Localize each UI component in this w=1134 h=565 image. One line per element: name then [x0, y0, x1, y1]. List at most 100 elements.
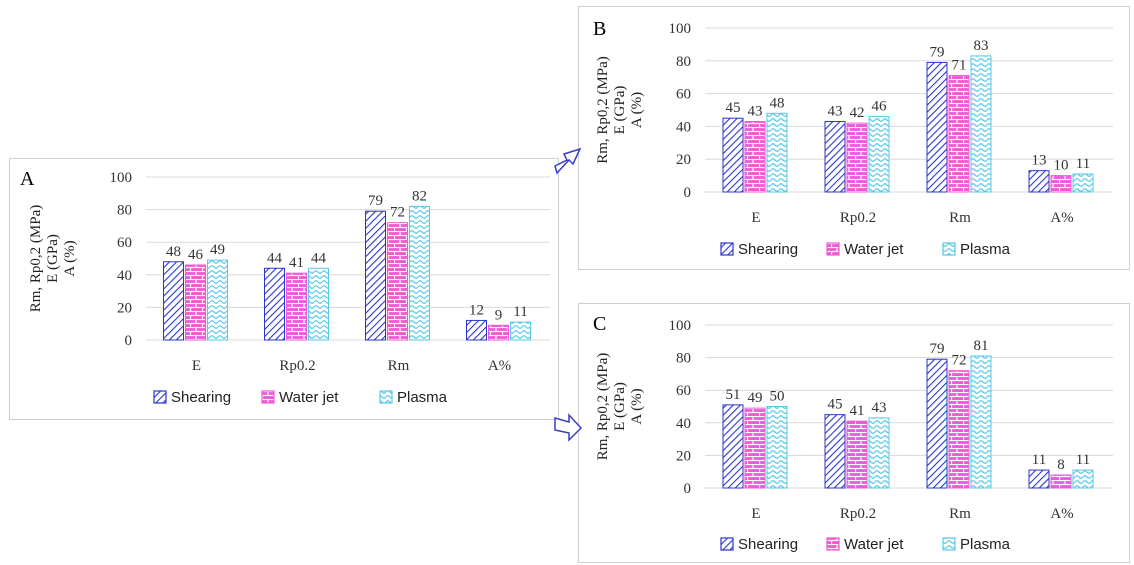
y-axis-label: E (GPa) [612, 86, 628, 135]
bar-water-jet [744, 407, 766, 489]
data-label: 46 [188, 247, 204, 263]
bar-shearing [365, 210, 386, 341]
y-axis-label: Rm, Rp0,2 (MPa) [595, 56, 611, 164]
category-label: E [192, 358, 201, 374]
y-tick-label: 80 [676, 351, 691, 367]
data-label: 45 [828, 397, 843, 413]
bar-shearing [722, 117, 744, 193]
data-label: 41 [289, 255, 304, 271]
bar-plasma [868, 116, 890, 193]
y-tick-label: 100 [669, 21, 692, 37]
bar-water-jet [387, 222, 408, 341]
data-label: 50 [770, 389, 785, 405]
category-label: A% [1050, 506, 1073, 522]
y-tick-label: 100 [669, 318, 692, 334]
bar-water-jet [846, 420, 868, 489]
legend-swatch-shearing [720, 242, 734, 256]
legend-swatch-water-jet [826, 242, 840, 256]
bar-shearing [466, 319, 487, 341]
category-label: Rp0.2 [279, 358, 315, 374]
bar-shearing [824, 414, 846, 489]
data-label: 49 [748, 390, 763, 406]
chart-panel-c: C 0 20 40 60 80 100 Rm, Rp0,2 (MPa) E (GPa) A (%)… [578, 303, 1130, 563]
data-label: 11 [1076, 156, 1090, 172]
bar-shearing [926, 61, 948, 193]
y-tick-label: 0 [684, 481, 692, 497]
panel-label: B [593, 18, 606, 40]
data-label: 83 [974, 38, 989, 54]
data-label: 9 [495, 307, 503, 323]
bar-shearing [264, 267, 285, 341]
bar-plasma [409, 205, 430, 341]
y-tick-label: 0 [684, 185, 692, 201]
data-label: 72 [390, 205, 405, 221]
data-label: 48 [166, 244, 181, 260]
data-label: 11 [1076, 452, 1090, 468]
y-axis-label: A (%) [629, 388, 645, 424]
bar-shearing [1028, 170, 1050, 193]
data-label: 79 [930, 341, 945, 357]
bar-shearing [722, 404, 744, 489]
legend-swatch-water-jet [261, 390, 275, 404]
data-label: 79 [930, 44, 945, 60]
y-axis-label: E (GPa) [45, 234, 61, 283]
legend-swatch-plasma [379, 390, 393, 404]
data-label: 13 [1032, 153, 1047, 169]
bar-water-jet [488, 324, 509, 341]
data-label: 41 [850, 403, 865, 419]
legend-swatch-water-jet [826, 537, 840, 551]
data-label: 72 [952, 353, 967, 369]
category-label: A% [1050, 210, 1073, 226]
chart-a-svg: A 0 20 40 60 80 100 Rm, Rp0,2 (MPa) E (GPa) A (%)… [20, 168, 550, 406]
y-tick-label: 80 [676, 54, 691, 70]
data-label: 71 [952, 58, 967, 74]
legend-label-plasma: Plasma [960, 241, 1011, 258]
bar-water-jet [1050, 474, 1072, 489]
data-label: 81 [974, 338, 989, 354]
data-label: 8 [1057, 457, 1065, 473]
bar-plasma [308, 267, 329, 341]
data-label: 43 [828, 103, 843, 119]
legend-label-plasma: Plasma [960, 536, 1011, 553]
data-label: 43 [748, 103, 763, 119]
data-label: 12 [469, 302, 484, 318]
bar-shearing [926, 358, 948, 489]
legend-label-water-jet: Water jet [844, 536, 904, 553]
bar-plasma [766, 406, 788, 489]
bar-shearing [163, 261, 184, 341]
y-tick-label: 60 [676, 383, 691, 399]
y-axis-label: E (GPa) [612, 382, 628, 431]
bar-water-jet [286, 272, 307, 341]
y-tick-label: 40 [676, 416, 691, 432]
legend-swatch-plasma [942, 537, 956, 551]
y-tick-label: 80 [117, 203, 132, 219]
chart-b-svg: B 0 20 40 60 80 100 Rm, Rp0,2 (MPa) E (GPa) A (%)… [593, 18, 1113, 258]
arrow-to-b-icon [554, 147, 582, 175]
data-label: 11 [1032, 452, 1046, 468]
bar-water-jet [846, 122, 868, 193]
y-tick-label: 100 [110, 170, 133, 186]
category-label: Rm [949, 210, 971, 226]
legend-swatch-shearing [153, 390, 167, 404]
category-label: A% [488, 358, 511, 374]
bar-water-jet [948, 75, 970, 193]
legend-label-shearing: Shearing [738, 536, 798, 553]
legend-swatch-shearing [720, 537, 734, 551]
data-label: 10 [1054, 158, 1069, 174]
y-axis-label: A (%) [62, 240, 78, 276]
panel-label: A [20, 168, 35, 190]
data-label: 42 [850, 105, 865, 121]
category-label: E [751, 506, 760, 522]
bar-shearing [824, 120, 846, 193]
y-tick-label: 40 [676, 119, 691, 135]
bar-plasma [970, 55, 992, 193]
y-axis-label: Rm, Rp0,2 (MPa) [28, 205, 44, 313]
y-tick-label: 20 [676, 152, 691, 168]
data-label: 44 [311, 250, 327, 266]
bar-plasma [766, 112, 788, 193]
bar-plasma [970, 355, 992, 489]
data-label: 11 [513, 304, 527, 320]
legend-label-plasma: Plasma [397, 389, 448, 406]
y-axis-label: Rm, Rp0,2 (MPa) [595, 353, 611, 461]
category-label: Rm [388, 358, 410, 374]
